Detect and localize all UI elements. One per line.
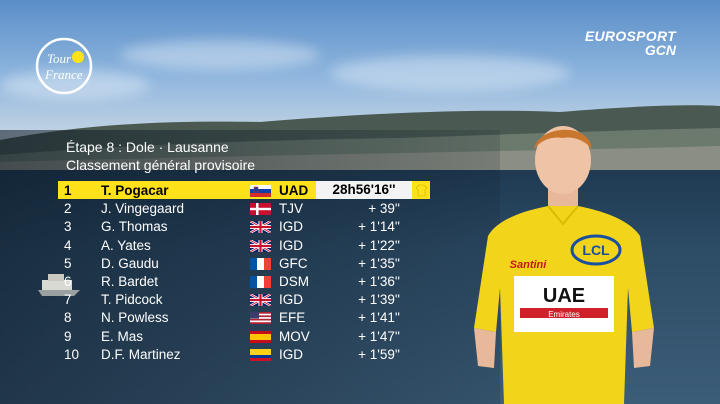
classification-title: Classement général provisoire xyxy=(66,157,256,173)
time-gap: + 1'47'' xyxy=(358,328,400,344)
time-gap: + 1'39'' xyxy=(358,292,400,308)
jersey-team-text: UAE xyxy=(543,285,585,307)
rank: 10 xyxy=(64,346,80,362)
standings-row: 6 R. Bardet DSM + 1'36'' xyxy=(58,272,430,290)
team-code: IGD xyxy=(279,292,304,308)
time-gap: + 1'36'' xyxy=(358,273,400,289)
stage-title: Étape 8 : Dole · Lausanne xyxy=(66,139,229,155)
rider-name: D. Gaudu xyxy=(101,255,159,271)
rank: 2 xyxy=(64,201,72,217)
rank: 6 xyxy=(64,273,72,289)
eurosport-wordmark: EUROSPORT xyxy=(584,28,676,44)
team-code: EFE xyxy=(279,310,306,326)
rider-portrait: UAE Emirates LCL Santini xyxy=(474,126,654,404)
time-gap: + 1'14'' xyxy=(358,219,400,235)
team-code: UAD xyxy=(279,183,309,198)
rider-name: D.F. Martinez xyxy=(101,346,181,362)
standings-row: 10 D.F. Martinez IGD + 1'59'' xyxy=(58,345,430,363)
time-gap: + 1'22'' xyxy=(358,237,400,253)
cloud xyxy=(330,55,570,91)
rank: 4 xyxy=(64,237,72,253)
eurosport-gcn-logo: EUROSPORT GCN xyxy=(566,29,676,59)
standings-row: 9 E. Mas MOV + 1'47'' xyxy=(58,327,430,345)
standings-header: Étape 8 : Dole · Lausanne Classement gén… xyxy=(66,138,255,174)
flag-spain-icon xyxy=(250,330,271,343)
standings-row-leader: 1 T. Pogacar UAD 28h56'16'' xyxy=(58,181,430,200)
standings-row: 2 J. Vingegaard TJV + 39'' xyxy=(58,199,430,217)
gcn-wordmark: GCN xyxy=(644,42,676,58)
team-code: IGD xyxy=(279,219,304,235)
rider-name: J. Vingegaard xyxy=(101,201,185,217)
standings-row: 8 N. Powless EFE + 1'41'' xyxy=(58,308,430,326)
yellow-jersey-icon xyxy=(415,184,428,197)
rank: 1 xyxy=(64,183,72,198)
team-code: DSM xyxy=(279,273,309,289)
rider-name: T. Pidcock xyxy=(101,292,163,308)
time-gap: + 1'59'' xyxy=(358,346,400,362)
standings-row: 5 D. Gaudu GFC + 1'35'' xyxy=(58,254,430,272)
rider-name: N. Powless xyxy=(101,310,169,326)
cloud xyxy=(0,70,150,100)
rank: 9 xyxy=(64,328,72,344)
rider-name: A. Yates xyxy=(101,237,151,253)
jersey-lcl-text: LCL xyxy=(582,242,610,258)
rank: 5 xyxy=(64,255,72,271)
boat xyxy=(38,274,80,296)
team-code: IGD xyxy=(279,237,304,253)
time-gap: + 1'41'' xyxy=(358,310,400,326)
time-gap: + 39'' xyxy=(368,201,400,217)
team-code: MOV xyxy=(279,328,310,344)
jersey-brand-text: Santini xyxy=(510,259,548,271)
rider-name: R. Bardet xyxy=(101,273,159,289)
flag-slovenia-icon xyxy=(250,185,271,197)
flag-france-icon xyxy=(250,275,271,288)
team-code: GFC xyxy=(279,255,308,271)
flag-usa-icon xyxy=(250,312,271,325)
flag-france-icon xyxy=(250,257,271,270)
flag-uk-icon xyxy=(250,221,271,234)
rider-name: T. Pogacar xyxy=(101,183,169,198)
flag-colombia-icon xyxy=(250,348,271,361)
svg-text:France: France xyxy=(44,67,83,82)
jersey-sub-text: Emirates xyxy=(548,310,580,319)
time-gap: + 1'35'' xyxy=(358,255,400,271)
team-code: IGD xyxy=(279,346,304,362)
cloud xyxy=(120,40,320,70)
team-code: TJV xyxy=(279,201,304,217)
standings-row: 3 G. Thomas IGD + 1'14'' xyxy=(58,217,430,235)
standings-row: 7 T. Pidcock IGD + 1'39'' xyxy=(58,290,430,308)
tour-de-france-logo: Tour France xyxy=(35,37,93,95)
rank: 3 xyxy=(64,219,72,235)
flag-uk-icon xyxy=(250,294,271,307)
flag-uk-icon xyxy=(250,239,271,252)
standings-table: 1 T. Pogacar UAD 28h56'16'' 2 J. Vingega… xyxy=(58,181,430,363)
rank: 8 xyxy=(64,310,72,326)
overall-time: 28h56'16'' xyxy=(316,181,412,200)
standings-row: 4 A. Yates IGD + 1'22'' xyxy=(58,236,430,254)
flag-denmark-icon xyxy=(250,203,271,216)
rider-name: E. Mas xyxy=(101,328,144,344)
rank: 7 xyxy=(64,292,72,308)
rider-name: G. Thomas xyxy=(101,219,168,235)
svg-text:Tour: Tour xyxy=(47,51,72,66)
